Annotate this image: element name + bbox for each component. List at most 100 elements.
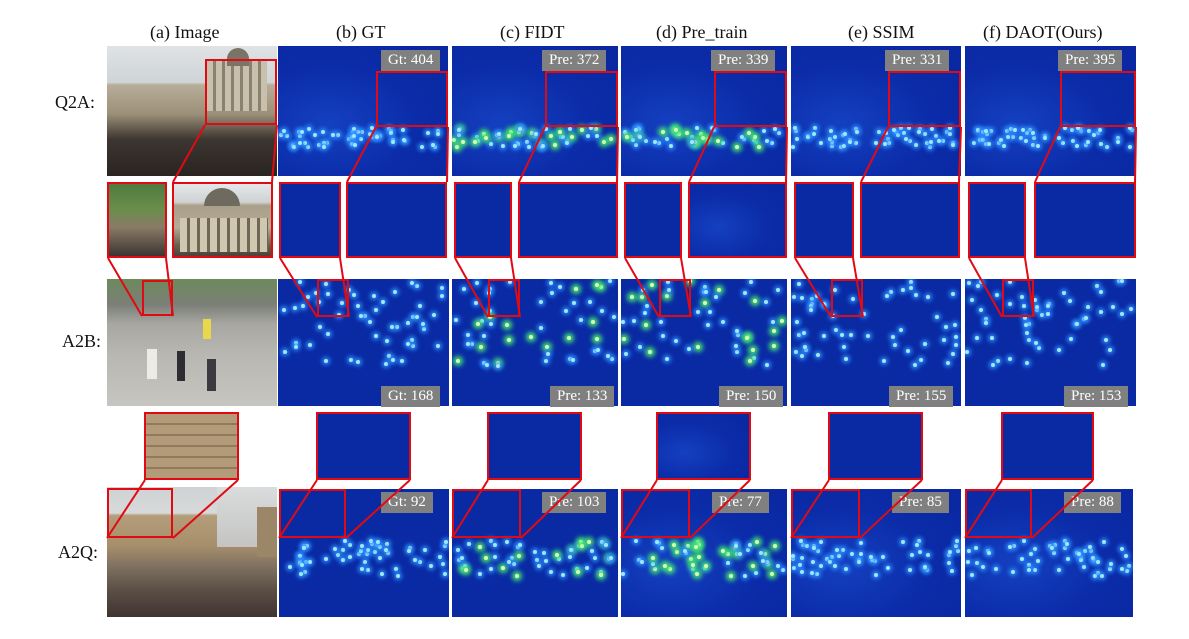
row-label-q2a: Q2A: [55,92,95,112]
density-dot [505,540,509,544]
density-dot [575,567,579,571]
density-dot [375,135,379,139]
density-dot [1061,141,1065,145]
density-dot [400,359,404,363]
density-dot [1066,557,1070,561]
density-dot [478,572,482,576]
density-dot [859,552,863,556]
density-dot [568,127,572,131]
density-dot [812,546,816,550]
density-dot [1006,135,1010,139]
density-dot [631,138,635,142]
density-dot [391,140,395,144]
density-dot [748,359,752,363]
density-dot [663,564,667,568]
a2b-photo [107,279,277,406]
density-dot [948,550,952,554]
density-dot [484,136,488,140]
density-dot [953,323,957,327]
density-dot [595,134,599,138]
density-dot [641,288,645,292]
density-dot [336,553,340,557]
density-dot [975,561,979,565]
a2q-zoom-photo [144,412,239,480]
density-dot [1098,128,1102,132]
density-dot [475,135,479,139]
a2q-daot-highlight-box [965,489,1032,538]
density-dot [665,294,669,298]
density-dot [842,345,846,349]
density-dot [301,304,305,308]
density-dot [509,130,513,134]
density-dot [901,288,905,292]
a2q-gt-count-badge: Gt: 92 [381,492,433,513]
density-dot [624,352,628,356]
density-dot [899,328,903,332]
density-dot [1084,316,1088,320]
density-dot [568,357,572,361]
density-dot [380,572,384,576]
density-dot [352,134,356,138]
density-dot [525,140,529,144]
density-dot [612,315,616,319]
q2a-pretrain-count-badge: Pre: 339 [711,50,776,71]
density-dot [1092,558,1096,562]
density-dot [317,143,321,147]
density-dot [1104,338,1108,342]
density-dot [580,544,584,548]
a2b-fidt-count-badge: Pre: 133 [550,386,615,407]
density-dot [891,335,895,339]
density-dot [356,360,360,364]
density-dot [704,564,708,568]
density-dot [981,565,985,569]
density-dot [816,353,820,357]
density-dot [376,540,380,544]
density-dot [369,539,373,543]
density-dot [634,143,638,147]
q2a-fidt-zoom-map [518,182,618,258]
a2q-gt-highlight-box [279,489,346,538]
density-dot [637,127,641,131]
density-dot [1027,322,1031,326]
a2q-pretrain-count-badge: Pre: 77 [712,492,769,513]
a2q-daot-zoom-map [1001,412,1094,480]
density-dot [478,545,482,549]
density-dot [870,558,874,562]
density-dot [908,568,912,572]
density-dot [650,283,654,287]
density-dot [1027,338,1031,342]
density-dot [475,281,479,285]
density-dot [306,145,310,149]
density-dot [804,348,808,352]
density-dot [873,559,877,563]
density-dot [910,553,914,557]
density-dot [441,562,445,566]
density-dot [579,318,583,322]
density-dot [1087,129,1091,133]
density-dot [394,567,398,571]
density-dot [333,547,337,551]
density-dot [734,344,738,348]
density-dot [294,345,298,349]
density-dot [696,310,700,314]
density-dot [640,560,644,564]
density-dot [995,293,999,297]
density-dot [674,339,678,343]
density-dot [966,560,970,564]
density-dot [1019,136,1023,140]
density-dot [600,309,604,313]
density-dot [545,345,549,349]
density-dot [915,543,919,547]
density-dot [909,280,913,284]
density-dot [634,128,638,132]
density-dot [588,300,592,304]
density-dot [589,126,593,130]
density-dot [809,308,813,312]
density-dot [461,140,465,144]
density-dot [667,288,671,292]
density-dot [1050,546,1054,550]
density-dot [466,342,470,346]
density-dot [595,283,599,287]
density-dot [691,567,695,571]
density-dot [363,314,367,318]
